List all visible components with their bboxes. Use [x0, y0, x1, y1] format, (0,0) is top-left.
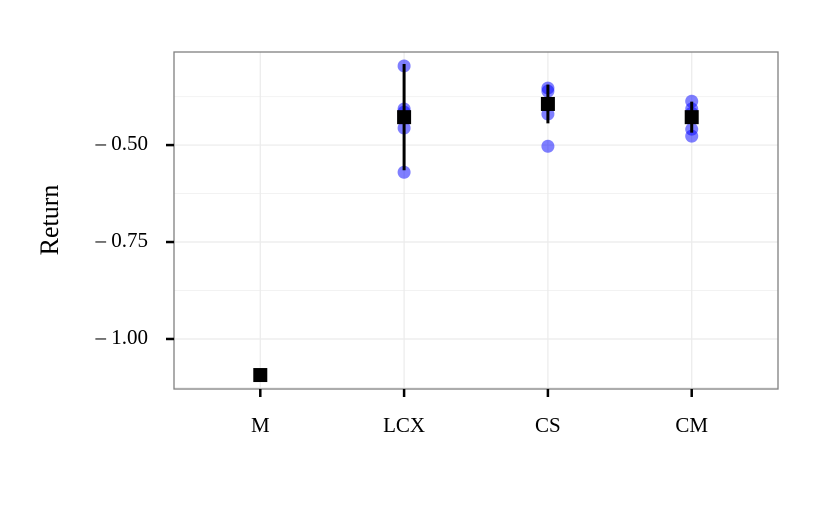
y-axis-label: Return	[35, 185, 64, 256]
point	[685, 129, 699, 143]
x-tick-label: LCX	[383, 413, 425, 437]
y-tick-label: – 1.00	[95, 325, 149, 349]
mean-marker	[540, 96, 555, 111]
mean-marker	[397, 110, 412, 125]
panel-border	[173, 51, 779, 390]
point	[397, 165, 411, 179]
x-tick-label: M	[251, 413, 270, 437]
marks	[253, 59, 699, 383]
panel	[174, 52, 778, 389]
x-tick-label: CM	[675, 413, 708, 437]
y-tick-label: – 0.75	[95, 228, 149, 252]
point	[541, 139, 555, 153]
y-tick-label: – 0.50	[95, 131, 149, 155]
mean-marker	[253, 368, 268, 383]
mean-marker	[684, 110, 699, 125]
x-tick-label: CS	[535, 413, 561, 437]
